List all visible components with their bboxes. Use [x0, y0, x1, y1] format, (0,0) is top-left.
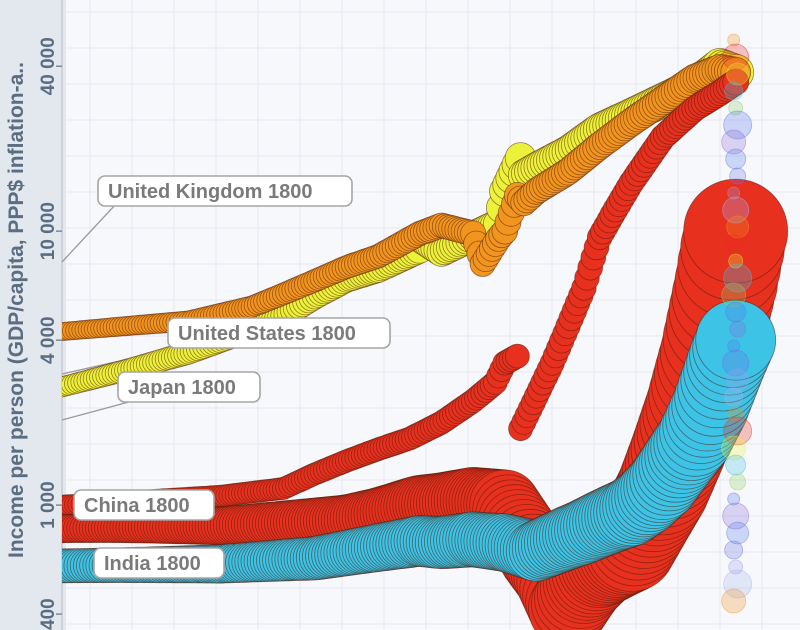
current-year-bubble	[725, 454, 747, 476]
label-box	[167, 317, 391, 349]
label-text: United Kingdom 1800	[108, 181, 312, 203]
current-year-bubble	[728, 406, 744, 422]
current-year-bubble	[727, 492, 741, 506]
current-year-bubble	[722, 502, 750, 530]
current-year-bubble	[726, 215, 750, 239]
current-year-bubble	[727, 33, 741, 47]
label-united-kingdom: United Kingdom 1800	[97, 175, 353, 207]
current-year-bubble	[726, 521, 750, 545]
current-year-bubble	[724, 81, 744, 101]
leader-line	[61, 203, 117, 263]
current-year-bubble	[726, 368, 750, 392]
y-tick-label: 10 000	[38, 202, 59, 260]
current-year-bubble	[728, 100, 744, 116]
label-text: United States 1800	[178, 323, 356, 345]
label-united-states: United States 1800	[167, 317, 391, 349]
y-axis-ticks: 40 000 10 000 4 000 1 000 400	[38, 37, 62, 630]
label-box	[73, 489, 215, 521]
label-box	[93, 547, 225, 579]
bubble-trails	[62, 33, 789, 630]
current-year-bubble	[723, 416, 753, 446]
current-year-bubble	[725, 148, 747, 170]
country-labels: United Kingdom 1800 United States 1800 Jap…	[73, 175, 391, 579]
current-year-bubble	[729, 167, 747, 185]
label-box	[117, 371, 261, 403]
current-year-bubble	[721, 129, 747, 155]
trail-india	[62, 299, 777, 584]
leader-line	[61, 399, 137, 421]
current-year-bubble	[724, 540, 744, 560]
trail-united-states	[62, 54, 752, 341]
label-text: India 1800	[104, 553, 201, 575]
current-year-bubble	[722, 349, 750, 377]
current-year-bubble	[725, 301, 747, 323]
current-year-bubble	[722, 43, 750, 71]
current-year-bubble	[721, 435, 747, 461]
y-tick-label: 1 000	[38, 481, 59, 529]
label-china: China 1800	[73, 489, 215, 521]
current-year-bubble	[728, 253, 744, 269]
current-year-bubble	[729, 320, 747, 338]
current-year-bubble	[723, 569, 753, 599]
label-text: China 1800	[84, 495, 190, 517]
y-tick-label: 40 000	[38, 37, 59, 95]
current-year-bubble	[723, 263, 753, 293]
current-year-bubble	[727, 186, 741, 200]
label-india: India 1800	[93, 547, 225, 579]
current-year-bubble	[724, 387, 744, 407]
current-year-bubble	[726, 62, 750, 86]
current-year-bubble	[721, 588, 747, 614]
label-text: Japan 1800	[128, 377, 236, 399]
label-japan: Japan 1800	[117, 371, 261, 403]
y-axis-band	[0, 0, 66, 630]
y-tick-label: 4 000	[38, 316, 59, 364]
label-box	[97, 175, 353, 207]
current-year-bubble	[724, 234, 744, 254]
bubble-japan	[505, 343, 530, 369]
current-year-bubble	[722, 196, 750, 224]
current-year-column	[721, 33, 753, 614]
current-year-bubble	[729, 473, 747, 491]
current-year-bubble	[723, 110, 753, 140]
current-year-bubble	[721, 282, 747, 308]
current-year-bubble	[727, 339, 741, 353]
y-tick-label: 400	[38, 598, 59, 630]
current-year-bubble	[728, 559, 744, 575]
